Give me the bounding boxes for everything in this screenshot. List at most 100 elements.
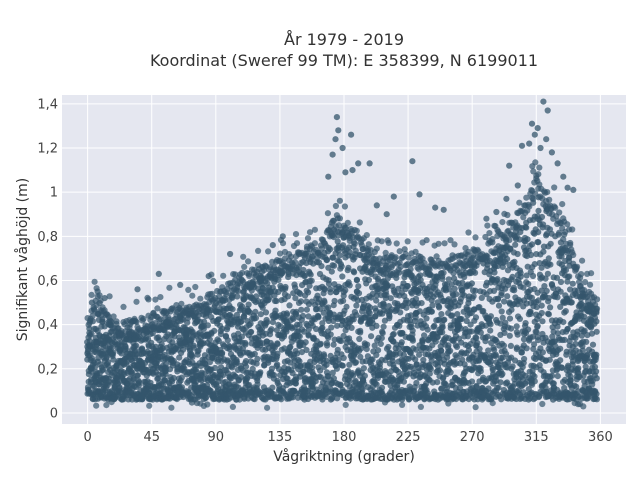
data-point bbox=[305, 313, 312, 320]
data-point bbox=[305, 332, 312, 339]
data-point bbox=[469, 394, 476, 401]
data-point bbox=[212, 390, 219, 397]
x-tick-label: 315 bbox=[524, 430, 549, 445]
data-point bbox=[584, 351, 591, 358]
data-point bbox=[506, 315, 514, 322]
data-point bbox=[554, 373, 561, 380]
data-point bbox=[468, 378, 476, 385]
data-point bbox=[413, 346, 420, 353]
data-point bbox=[240, 278, 247, 285]
data-point bbox=[158, 322, 165, 329]
data-point bbox=[258, 277, 265, 284]
data-point bbox=[533, 329, 540, 336]
data-point bbox=[337, 381, 344, 388]
data-point bbox=[328, 395, 336, 402]
data-point bbox=[340, 297, 347, 304]
data-point bbox=[401, 246, 408, 253]
data-point bbox=[465, 229, 472, 236]
data-point bbox=[439, 324, 446, 331]
data-point bbox=[352, 359, 360, 366]
data-point bbox=[373, 297, 380, 304]
data-point bbox=[325, 304, 332, 311]
data-point bbox=[564, 184, 571, 191]
data-point bbox=[321, 286, 328, 293]
data-point bbox=[245, 301, 252, 308]
data-point bbox=[412, 356, 419, 363]
data-point bbox=[521, 355, 528, 363]
data-point bbox=[106, 389, 113, 396]
data-point bbox=[268, 365, 275, 372]
data-point bbox=[251, 350, 258, 357]
data-point bbox=[353, 302, 360, 309]
data-point bbox=[329, 369, 336, 376]
data-point bbox=[234, 293, 241, 300]
x-tick-label: 360 bbox=[588, 430, 613, 445]
data-point bbox=[399, 401, 406, 408]
data-point bbox=[522, 224, 529, 231]
data-point bbox=[472, 287, 479, 294]
data-point bbox=[400, 378, 407, 385]
data-point bbox=[336, 215, 343, 222]
data-point bbox=[274, 350, 281, 357]
data-point bbox=[404, 238, 411, 245]
data-point bbox=[486, 230, 493, 237]
data-point bbox=[534, 125, 541, 132]
data-point bbox=[352, 247, 359, 254]
data-point bbox=[473, 334, 480, 342]
data-point bbox=[242, 358, 250, 365]
data-point bbox=[419, 337, 426, 344]
data-point bbox=[316, 251, 323, 258]
data-point bbox=[453, 291, 460, 298]
data-point bbox=[229, 306, 236, 313]
data-point bbox=[238, 318, 245, 325]
data-point bbox=[146, 402, 153, 409]
data-point bbox=[580, 403, 587, 410]
data-point bbox=[323, 380, 330, 388]
data-point bbox=[558, 364, 565, 371]
data-point bbox=[440, 206, 447, 213]
data-point bbox=[482, 388, 489, 395]
data-point bbox=[545, 311, 553, 318]
data-point bbox=[508, 306, 515, 313]
data-point bbox=[504, 267, 512, 274]
data-point bbox=[317, 367, 324, 374]
x-tick-label: 180 bbox=[332, 430, 357, 445]
data-point bbox=[369, 356, 376, 363]
data-point bbox=[371, 342, 378, 349]
data-point bbox=[216, 293, 223, 300]
data-point bbox=[516, 315, 524, 322]
data-point bbox=[478, 294, 485, 301]
data-point bbox=[106, 293, 113, 300]
data-point bbox=[441, 240, 448, 247]
data-point bbox=[498, 308, 505, 315]
data-point bbox=[266, 294, 273, 301]
data-point bbox=[554, 323, 561, 330]
data-point bbox=[308, 277, 315, 284]
data-point bbox=[507, 342, 514, 349]
data-point bbox=[482, 233, 489, 241]
data-point bbox=[297, 290, 304, 297]
data-point bbox=[484, 333, 491, 340]
data-point bbox=[272, 307, 279, 314]
data-point bbox=[472, 234, 479, 241]
data-point bbox=[309, 364, 316, 371]
data-point bbox=[527, 308, 534, 315]
data-point bbox=[273, 327, 280, 334]
data-point bbox=[329, 151, 336, 158]
data-point bbox=[154, 305, 161, 312]
data-point bbox=[99, 318, 106, 325]
data-point bbox=[544, 189, 551, 196]
data-point bbox=[105, 359, 112, 366]
data-point bbox=[250, 278, 257, 285]
data-point bbox=[268, 326, 275, 333]
data-point bbox=[511, 232, 518, 239]
data-point bbox=[547, 304, 554, 311]
data-point bbox=[246, 388, 254, 395]
data-point bbox=[472, 404, 479, 411]
data-point bbox=[205, 273, 212, 280]
data-point bbox=[560, 319, 567, 326]
data-point bbox=[334, 322, 341, 329]
data-point bbox=[470, 293, 477, 300]
data-point bbox=[497, 379, 504, 386]
data-point bbox=[321, 299, 328, 306]
